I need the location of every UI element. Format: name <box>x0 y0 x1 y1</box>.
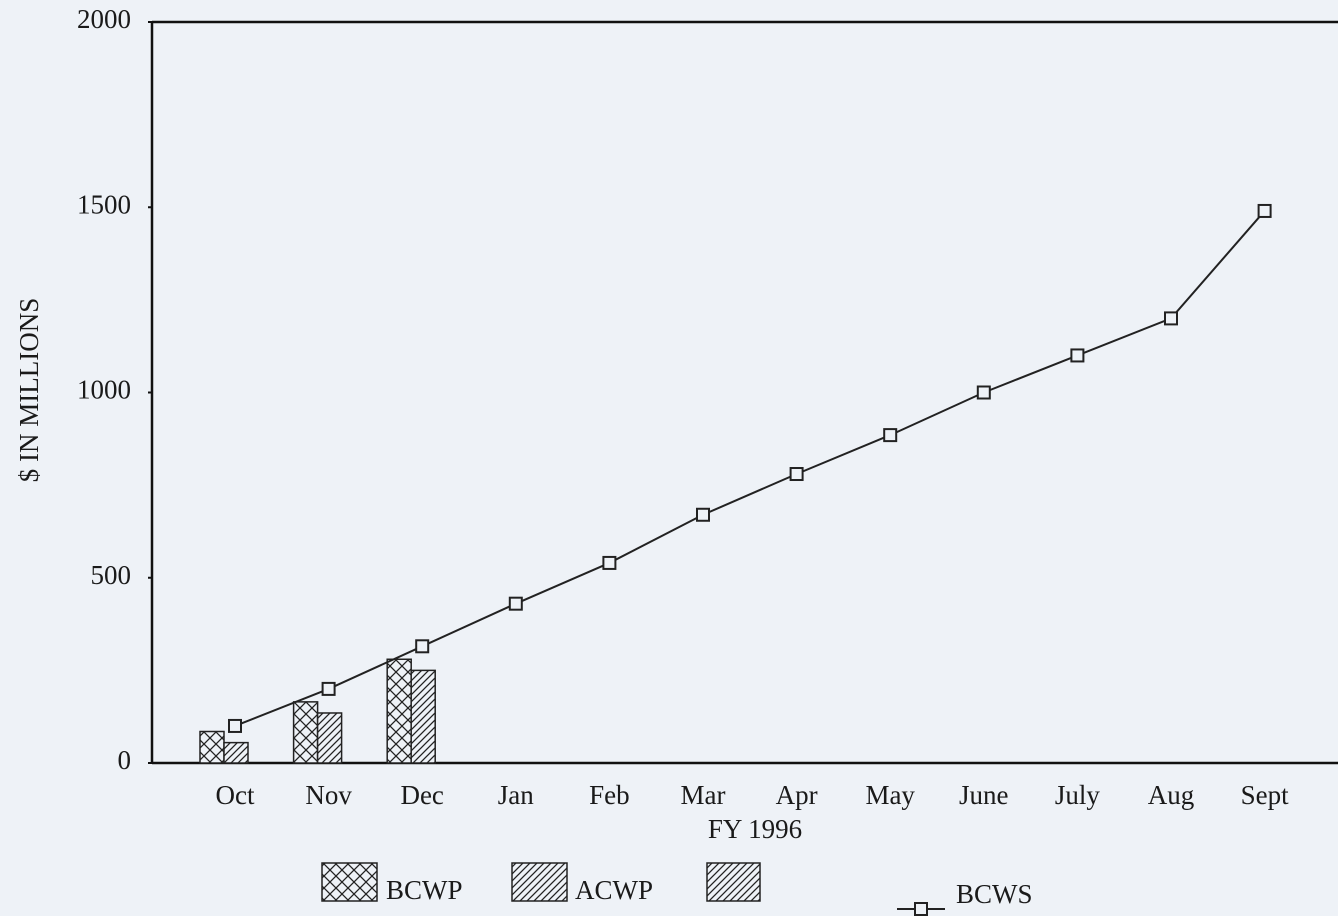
bar <box>410 669 436 764</box>
bar <box>316 712 343 764</box>
x-tick-label: July <box>1055 780 1101 810</box>
x-tick-label: Mar <box>681 780 726 810</box>
legend-label: ACWP <box>575 875 653 905</box>
line <box>234 210 1266 727</box>
x-tick-label: Jan <box>498 780 534 810</box>
x-tick-label: June <box>959 780 1009 810</box>
x-tick-label: Dec <box>400 780 443 810</box>
bar <box>292 701 319 764</box>
y-tick-label: 1000 <box>77 375 131 405</box>
marker <box>1257 203 1272 218</box>
y-axis-label: $ IN MILLIONS <box>14 298 44 482</box>
legend-swatch <box>706 862 761 902</box>
x-tick-label: Sept <box>1241 780 1290 810</box>
marker <box>789 467 804 482</box>
marker <box>976 385 991 400</box>
x-tick-label: Aug <box>1148 780 1195 810</box>
legend-swatch <box>321 862 378 902</box>
legend-label: BCWS <box>956 879 1033 909</box>
bar <box>223 741 249 764</box>
marker <box>696 507 710 522</box>
marker <box>228 718 242 733</box>
marker <box>602 555 617 570</box>
y-tick-label: 0 <box>118 745 132 775</box>
marker <box>1164 311 1178 326</box>
legend-marker <box>914 902 928 916</box>
x-tick-label: Nov <box>305 780 352 810</box>
x-axis-label: FY 1996 <box>708 814 802 844</box>
x-tick-label: Apr <box>776 780 818 810</box>
x-tick-label: Feb <box>589 780 630 810</box>
marker <box>415 639 430 654</box>
y-tick-label: 500 <box>91 560 132 590</box>
bar <box>199 730 225 764</box>
marker <box>883 428 898 443</box>
legend-swatch <box>511 862 568 902</box>
marker <box>1070 348 1085 363</box>
y-tick-label: 1500 <box>77 189 131 219</box>
bar <box>386 658 412 764</box>
legend-label: BCWP <box>386 875 463 905</box>
x-tick-label: May <box>865 780 915 810</box>
marker <box>321 681 336 696</box>
y-tick-label: 2000 <box>77 4 131 34</box>
marker <box>508 596 523 611</box>
x-tick-label: Oct <box>216 780 255 810</box>
